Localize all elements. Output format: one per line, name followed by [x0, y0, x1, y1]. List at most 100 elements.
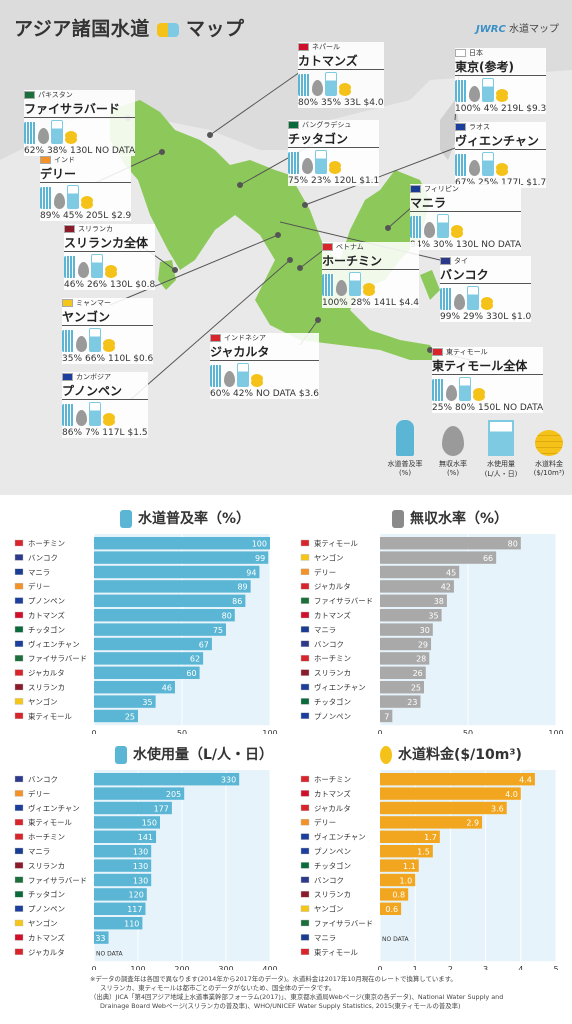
coin-icon: [380, 746, 392, 764]
flag-icon: [14, 818, 24, 826]
legend-unit: (%): [398, 469, 412, 477]
legend-unit: (L/人・日): [484, 470, 518, 478]
tick-label: 5: [553, 965, 558, 970]
category-label: ヤンゴン: [28, 697, 58, 706]
legend-item: 水道料金 ($/10m³): [528, 418, 570, 479]
category-label: プノンペン: [28, 905, 65, 914]
chart-title-text: 水使用量（L/人・日）: [133, 747, 274, 763]
flag-icon: [14, 890, 24, 898]
bar: [94, 652, 204, 665]
tap-icon: [24, 122, 36, 144]
fee-value: $4.4: [398, 298, 419, 308]
city-icons: [298, 70, 384, 96]
drop-icon: [78, 262, 89, 278]
flag-icon: [62, 373, 73, 381]
city-icons: [322, 270, 419, 296]
coverage-value: 100%: [455, 104, 481, 114]
flag-icon: [14, 669, 24, 676]
tap-icon: [410, 216, 422, 238]
category-label: チッタゴン: [314, 861, 351, 870]
nrw-value: 66%: [85, 354, 106, 364]
bar: [94, 787, 185, 800]
bar-chart: 無収水率（%） 0 50 100 東ティモール 80 ヤンゴン 66 デリー 45 ジャカルタ 42 フ…: [298, 502, 568, 738]
flag-icon: [14, 862, 24, 869]
flag-icon: [300, 683, 310, 691]
coverage-value: 94%: [410, 240, 431, 250]
nrw-value: 38%: [47, 146, 68, 156]
chart-title-text: 無収水率（%）: [410, 511, 509, 527]
drop-icon: [312, 80, 323, 96]
nrw-value: 80%: [455, 403, 476, 413]
tick-label: 100: [262, 729, 277, 734]
city-country: スリランカ: [78, 225, 113, 233]
category-label: ホーチミン: [314, 654, 351, 663]
data-label: 100: [252, 540, 267, 549]
flag-icon: [210, 334, 221, 342]
tap-icon: [298, 74, 310, 96]
legend-label: 水道料金: [535, 460, 563, 468]
flag-icon: [14, 934, 24, 941]
tick-label: 100: [548, 729, 563, 734]
fee-value: NO DATA: [481, 240, 522, 250]
coverage-value: 100%: [322, 298, 348, 308]
coin-icon: [363, 287, 375, 296]
cup-icon: [437, 214, 449, 238]
bar: [94, 681, 175, 694]
city-name: スリランカ全体: [64, 234, 156, 252]
drop-icon: [336, 280, 347, 296]
flag-icon: [14, 626, 24, 633]
cup-icon: [349, 272, 361, 296]
bar: [94, 845, 152, 858]
category-label: ヤンゴン: [314, 905, 344, 914]
flag-icon: [300, 669, 310, 676]
chart-title: 水使用量（L/人・日）: [115, 744, 273, 764]
data-label: 89: [237, 583, 247, 592]
bar: [380, 709, 393, 723]
tap-icon: [210, 365, 222, 387]
use-value: 120L: [334, 176, 357, 186]
category-label: ジャカルタ: [314, 582, 351, 591]
data-label: 35: [428, 612, 438, 621]
flag-icon: [14, 905, 24, 912]
category-label: 東ティモール: [28, 818, 73, 827]
coin-icon: [329, 165, 341, 174]
flag-icon: [300, 568, 310, 576]
bar: [94, 580, 251, 593]
data-label: 23: [407, 698, 417, 707]
flag-icon: [64, 225, 75, 233]
flag-icon: [300, 818, 310, 826]
flag-icon: [432, 348, 443, 356]
bar: [380, 537, 521, 550]
category-label: プノンペン: [28, 597, 65, 606]
data-label: 4.0: [505, 790, 518, 799]
category-label: マニラ: [28, 847, 50, 856]
bar: [94, 931, 109, 944]
city-panel: 東ティモール 東ティモール全体 25% 80% 150L NO DATA: [432, 347, 544, 413]
coin-icon: [65, 135, 77, 144]
use-value: 130L: [70, 146, 93, 156]
bar: [380, 551, 497, 564]
flag-icon: [14, 790, 24, 797]
coin-icon: [473, 392, 485, 401]
bar: [94, 594, 246, 607]
coverage-value: 25%: [432, 403, 453, 413]
city-icons: [62, 400, 148, 426]
flag-icon: [62, 299, 73, 307]
fee-value: $0.6: [133, 354, 154, 364]
tick-label: 0: [377, 729, 382, 734]
data-label: 4.4: [519, 776, 532, 785]
bar: [94, 551, 269, 564]
fee-value: NO DATA: [95, 146, 136, 156]
drop-icon: [432, 418, 474, 456]
drop-icon: [469, 86, 480, 102]
flag-icon: [300, 934, 310, 941]
tap-icon: [455, 154, 467, 176]
drop-icon: [54, 193, 65, 209]
city-panel: インド デリー 89% 45% 205L $2.9: [40, 155, 132, 221]
tap-icon: [62, 404, 74, 426]
city-panel: バングラデシュ チッタゴン 75% 23% 120L $1.1: [288, 120, 380, 186]
legend-label: 水使用量: [487, 460, 515, 468]
bar: [94, 773, 240, 786]
fee-value: $1.5: [127, 428, 148, 438]
drop-icon: [424, 222, 435, 238]
